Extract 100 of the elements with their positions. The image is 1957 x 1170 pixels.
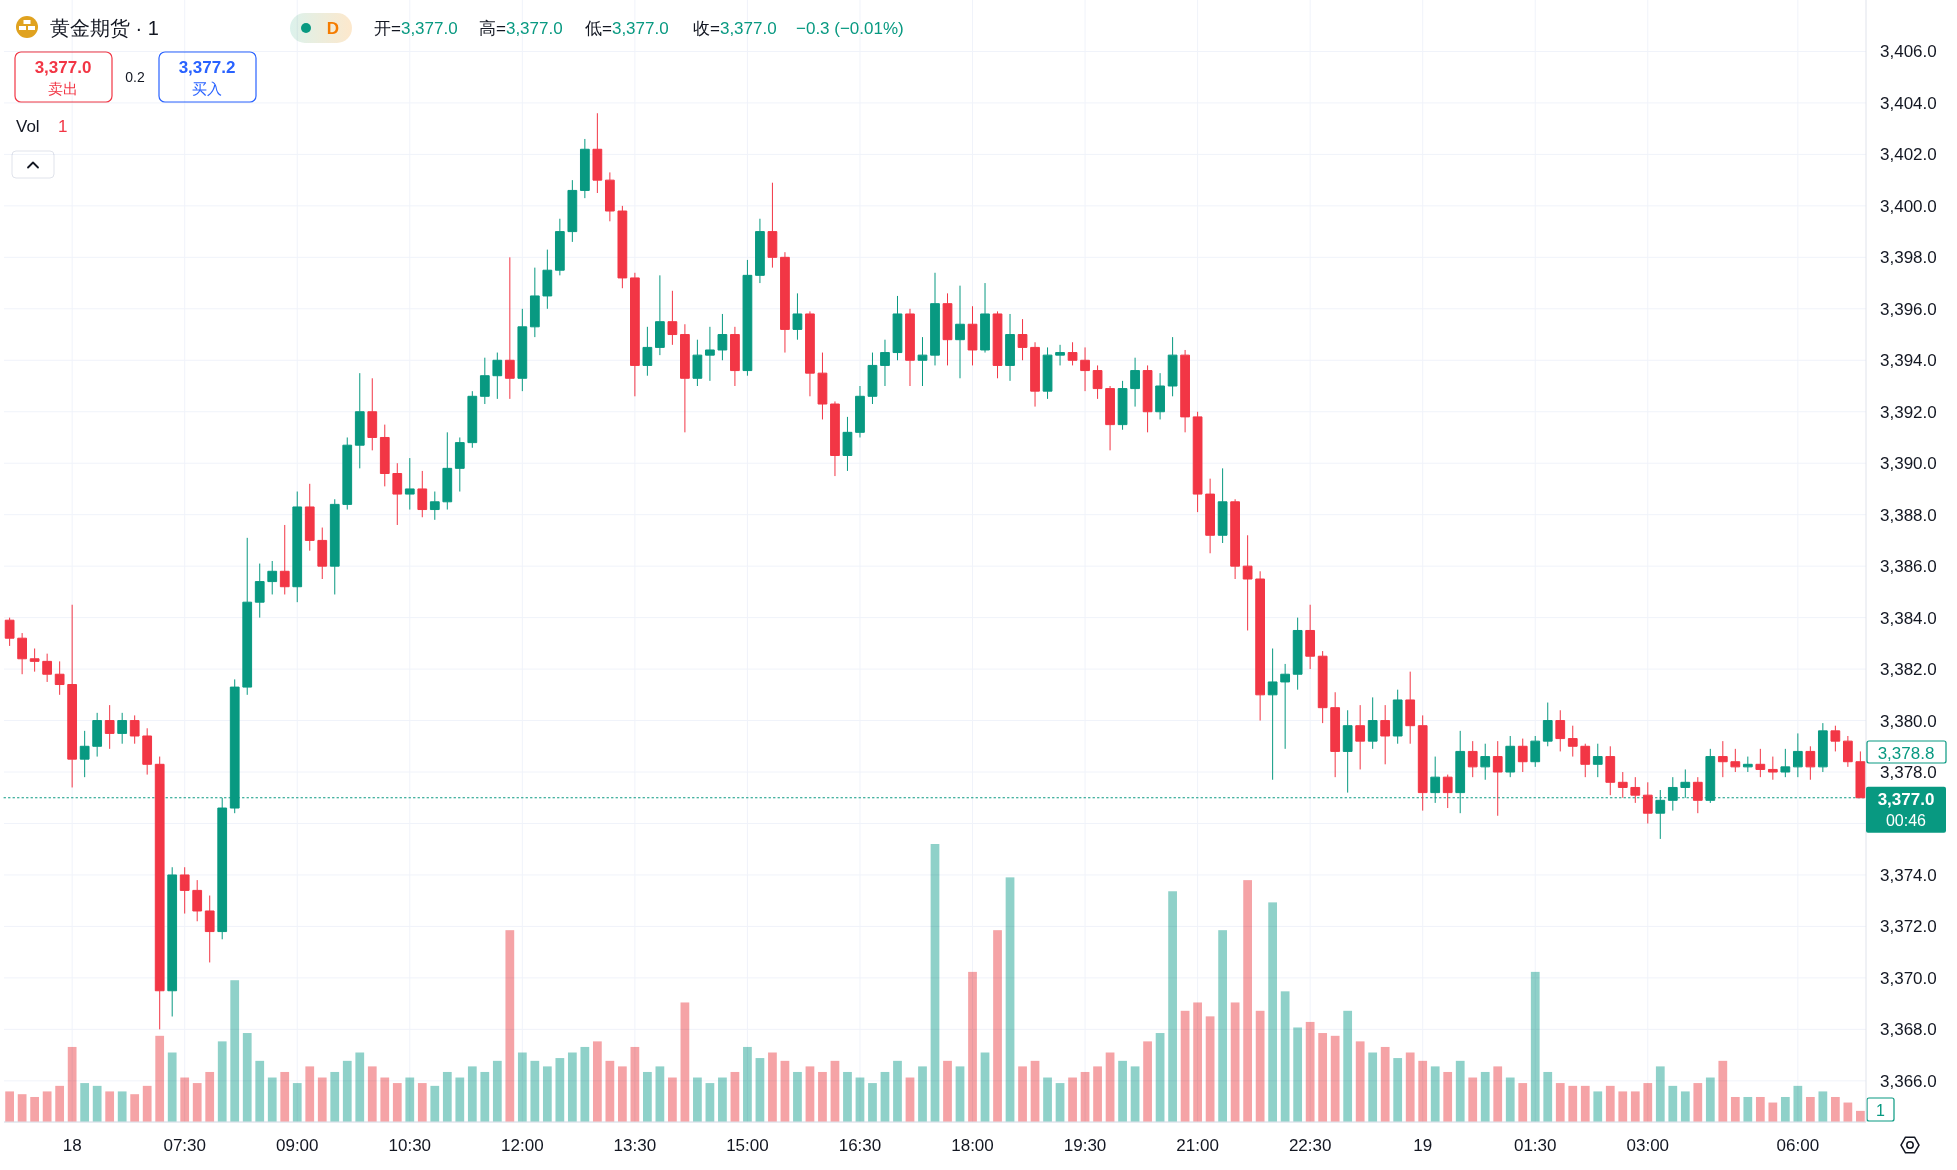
y-tick-label: 3,382.0: [1880, 659, 1937, 679]
bar: [380, 1077, 390, 1122]
x-tick-label: 13:30: [613, 1135, 657, 1155]
candlestick: [117, 712, 128, 745]
candlestick: [880, 339, 890, 387]
bar: [618, 1066, 627, 1122]
candlestick: [805, 310, 815, 397]
bar: [492, 1060, 502, 1122]
candlestick: [730, 326, 740, 387]
bar: [342, 1060, 352, 1122]
bar: [267, 1077, 277, 1122]
candlestick: [442, 431, 453, 511]
candlestick: [1780, 748, 1791, 778]
candlestick: [1155, 372, 1165, 420]
candlestick: [304, 483, 315, 552]
bar: [130, 1094, 140, 1122]
y-tick-label: 3,368.0: [1880, 1019, 1937, 1039]
bar: [592, 1041, 602, 1122]
bar: [868, 1083, 877, 1122]
text: 00:46: [1885, 811, 1927, 829]
candlestick: [892, 295, 903, 361]
bar: [1443, 1071, 1453, 1122]
candlestick: [517, 308, 528, 392]
bar: [1480, 1071, 1490, 1122]
bar: [1605, 1085, 1615, 1122]
candlestick: [792, 292, 803, 341]
y-tick-label: 3,380.0: [1880, 711, 1937, 731]
candlestick: [1842, 735, 1853, 768]
ref-line-label: 3,377.0: [1877, 789, 1935, 809]
candlestick: [479, 357, 490, 405]
bar: [55, 1085, 65, 1122]
candlestick: [1742, 756, 1753, 773]
y-tick-label: 3,400.0: [1880, 196, 1937, 216]
candlestick: [692, 339, 703, 387]
candlestick: [1505, 735, 1516, 778]
bar: [1455, 1060, 1465, 1122]
candlestick: [1030, 341, 1040, 408]
candlestick: [1055, 344, 1065, 366]
bar: [1218, 930, 1227, 1122]
candlestick: [1242, 534, 1253, 631]
x-tick-label: 07:30: [163, 1135, 206, 1155]
bar: [1168, 891, 1177, 1122]
candlestick: [842, 416, 853, 472]
candlestick: [392, 462, 403, 526]
bar: [643, 1071, 652, 1122]
bar: [1468, 1077, 1478, 1122]
bar: [1580, 1085, 1590, 1122]
annotation: 开=3,377.0: [374, 18, 458, 38]
candlestick: [867, 352, 878, 405]
candlestick: [504, 256, 515, 400]
bar: [1393, 1058, 1403, 1122]
y-tick-label: 3,394.0: [1880, 350, 1937, 370]
y-tick-label: 3,390.0: [1880, 453, 1937, 473]
bar: [430, 1085, 440, 1122]
candlestick: [1830, 725, 1841, 752]
bar: [230, 980, 240, 1122]
bar: [943, 1060, 952, 1122]
x-tick-label: 16:30: [838, 1135, 882, 1155]
candlestick: [1792, 732, 1803, 778]
candlestick: [680, 323, 690, 433]
y-tick-label: 3,378.0: [1880, 762, 1937, 782]
candlestick: [642, 326, 653, 377]
bar: [693, 1077, 702, 1122]
candlestick: [1580, 743, 1591, 778]
bar: [1830, 1096, 1840, 1122]
bar: [1680, 1091, 1690, 1122]
bar: [1380, 1046, 1390, 1122]
candlestick: [742, 259, 753, 377]
annotation: 收=3,377.0: [693, 18, 777, 38]
bar: [1555, 1083, 1565, 1122]
bar: [668, 1077, 677, 1122]
annotation: 0.2: [125, 69, 145, 85]
y-tick-label: 3,372.0: [1880, 916, 1937, 936]
candlestick: [1630, 776, 1641, 804]
bar: [1755, 1096, 1765, 1122]
candlestick: [1080, 346, 1090, 392]
candlestick: [967, 305, 978, 366]
bar: [1743, 1096, 1753, 1122]
bar: [155, 1035, 165, 1122]
x-tick-label: 01:30: [1513, 1135, 1557, 1155]
x-tick-label: 15:00: [726, 1135, 769, 1155]
candlestick: [204, 895, 215, 963]
candlestick: [1117, 380, 1128, 431]
candlestick: [1192, 411, 1203, 513]
candlestick: [1330, 691, 1341, 778]
candlestick: [980, 282, 990, 354]
x-tick-label: 10:30: [388, 1135, 432, 1155]
bar: [92, 1085, 102, 1122]
bar: [1143, 1041, 1152, 1122]
y-tick-label: 3,384.0: [1880, 608, 1937, 628]
candlestick: [367, 377, 378, 451]
bar: [1856, 1110, 1865, 1122]
bar: [1430, 1066, 1440, 1122]
candlestick: [1855, 750, 1866, 799]
bar: [1243, 880, 1252, 1122]
y-tick-label: 3,374.0: [1880, 865, 1937, 885]
bar: [555, 1058, 565, 1122]
bar: [1493, 1066, 1503, 1122]
candlestick: [1730, 748, 1741, 773]
y-tick-label: 3,386.0: [1880, 556, 1937, 576]
